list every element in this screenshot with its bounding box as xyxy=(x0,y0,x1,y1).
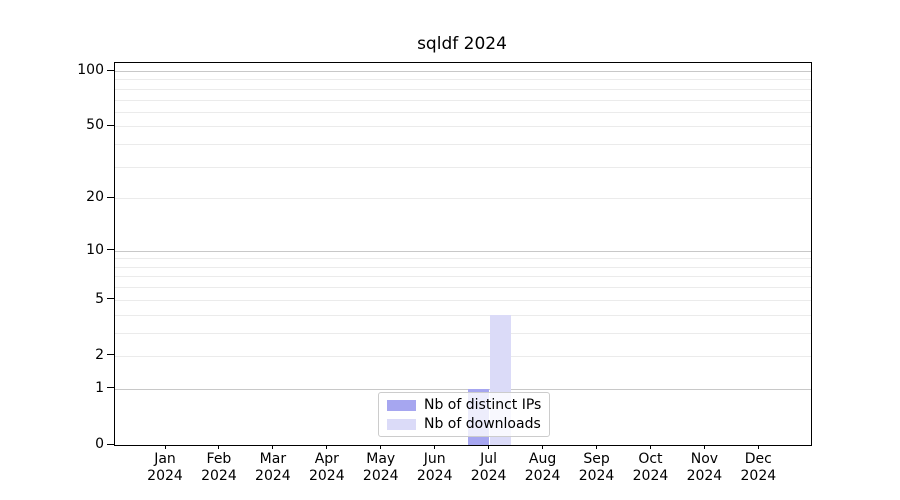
x-tick-mark xyxy=(164,445,166,449)
legend-swatch-downloads xyxy=(387,418,416,430)
gridline-major xyxy=(115,388,811,390)
gridline-minor xyxy=(115,258,811,260)
gridline-minor xyxy=(115,299,811,301)
x-tick-label: Feb 2024 xyxy=(201,451,237,484)
gridline-major xyxy=(115,71,811,72)
x-tick-label: Apr 2024 xyxy=(308,451,345,484)
x-tick-label: May 2024 xyxy=(362,451,399,484)
y-tick-mark xyxy=(107,443,114,445)
gridline-minor xyxy=(115,111,811,113)
gridline-minor xyxy=(115,355,811,357)
gridline-minor xyxy=(115,88,811,90)
y-tick-label: 10 xyxy=(86,241,104,258)
plot-area xyxy=(114,62,812,446)
x-tick-label: Mar 2024 xyxy=(255,451,291,484)
x-tick-label: Jun 2024 xyxy=(416,451,453,484)
x-tick-mark xyxy=(434,445,436,449)
gridline-minor xyxy=(115,144,811,146)
x-tick-mark xyxy=(757,445,759,449)
x-tick-mark xyxy=(326,445,328,449)
x-tick-label: Aug 2024 xyxy=(524,451,561,484)
y-tick-label: 0 xyxy=(95,436,104,452)
gridline-minor xyxy=(115,99,811,101)
y-tick-label: 100 xyxy=(77,62,104,78)
x-tick-mark xyxy=(380,445,382,449)
y-tick-mark xyxy=(107,124,114,126)
gridline-minor xyxy=(115,166,811,168)
y-tick-mark xyxy=(107,354,114,356)
gridline-major xyxy=(115,250,811,252)
y-tick-mark xyxy=(107,387,114,389)
x-tick-mark xyxy=(272,445,274,449)
x-tick-label: Oct 2024 xyxy=(632,451,669,484)
gridline-minor xyxy=(115,276,811,278)
y-tick-mark xyxy=(107,249,114,251)
gridline-minor xyxy=(115,332,811,334)
x-tick-mark xyxy=(703,445,705,449)
gridline-minor xyxy=(115,79,811,81)
y-tick-label: 20 xyxy=(86,189,104,206)
y-tick-label: 1 xyxy=(95,379,104,396)
x-tick-label: Sep 2024 xyxy=(578,451,615,484)
y-tick-label: 5 xyxy=(95,290,104,307)
y-tick-mark xyxy=(107,69,114,71)
legend-item-downloads: Nb of downloads xyxy=(387,416,541,432)
x-tick-label: Jul 2024 xyxy=(470,451,507,484)
legend: Nb of distinct IPs Nb of downloads xyxy=(378,392,551,437)
x-tick-label: Dec 2024 xyxy=(740,451,777,484)
x-tick-mark xyxy=(596,445,598,449)
y-tick-label: 50 xyxy=(86,117,104,134)
legend-item-distinct-ips: Nb of distinct IPs xyxy=(387,397,541,413)
gridline-minor xyxy=(115,126,811,128)
gridline-minor xyxy=(115,266,811,268)
x-tick-mark xyxy=(649,445,651,449)
y-tick-label: 2 xyxy=(95,346,104,363)
gridline-minor xyxy=(115,314,811,316)
legend-swatch-distinct-ips xyxy=(387,399,416,411)
gridline-minor xyxy=(115,198,811,200)
x-tick-mark xyxy=(488,445,490,449)
y-tick-mark xyxy=(107,196,114,198)
x-tick-label: Jan 2024 xyxy=(147,451,183,484)
x-tick-mark xyxy=(218,445,220,449)
chart-title: sqldf 2024 xyxy=(417,34,507,54)
legend-label-downloads: Nb of downloads xyxy=(424,416,541,432)
x-tick-label: Nov 2024 xyxy=(686,451,723,484)
legend-label-distinct-ips: Nb of distinct IPs xyxy=(424,397,542,413)
y-tick-mark xyxy=(107,298,114,300)
x-tick-mark xyxy=(542,445,544,449)
gridline-minor xyxy=(115,287,811,289)
